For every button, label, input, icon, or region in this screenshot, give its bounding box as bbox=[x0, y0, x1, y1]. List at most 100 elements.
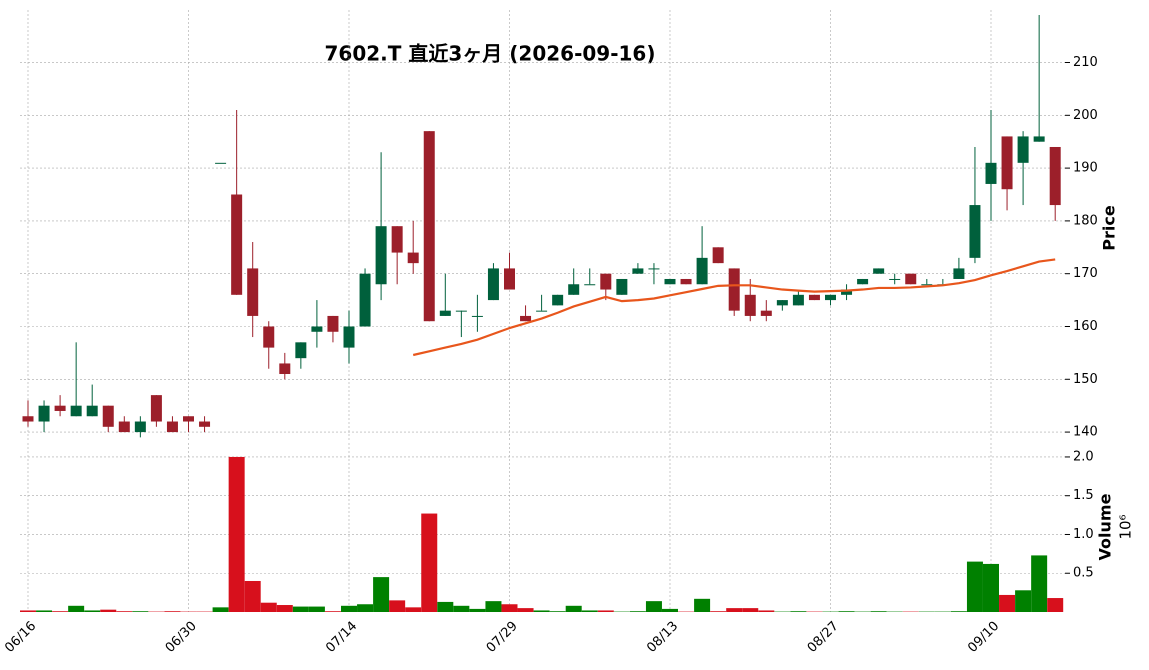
candle-body bbox=[439, 310, 451, 316]
candle-body bbox=[921, 284, 933, 286]
volume-bar bbox=[389, 600, 406, 612]
candle-body bbox=[70, 405, 82, 417]
candle-body bbox=[199, 421, 211, 427]
volume-bar bbox=[212, 607, 229, 612]
volume-bar bbox=[164, 611, 181, 612]
y-tick-label: 2.0 bbox=[1073, 449, 1094, 464]
candle-body bbox=[215, 162, 227, 164]
volume-bar bbox=[517, 608, 534, 612]
volume-bar bbox=[758, 610, 775, 612]
volume-bar bbox=[629, 611, 646, 612]
candle-body bbox=[712, 247, 724, 264]
volume-bar bbox=[1031, 555, 1048, 612]
volume-bar bbox=[710, 611, 727, 612]
candle-body bbox=[471, 315, 483, 317]
candle-body bbox=[728, 268, 740, 311]
volume-bar bbox=[838, 611, 855, 612]
candle-body bbox=[102, 405, 114, 427]
candle-body bbox=[231, 194, 243, 295]
volume-axis-label: Volume bbox=[1096, 493, 1115, 560]
volume-bar bbox=[533, 610, 550, 612]
candle-body bbox=[455, 310, 467, 312]
candle-body bbox=[311, 326, 323, 332]
x-tick-label: 06/30 bbox=[163, 619, 200, 656]
candle-body bbox=[664, 278, 676, 285]
volume-bar bbox=[726, 608, 743, 612]
volume-bar bbox=[870, 611, 887, 612]
y-tick-label: 190 bbox=[1073, 161, 1098, 176]
candle-body bbox=[150, 395, 162, 422]
candle-body bbox=[648, 268, 660, 270]
chart-title: 7602.T 直近3ヶ月 (2026-09-16) bbox=[325, 42, 656, 66]
volume-bar bbox=[84, 610, 101, 612]
candle-body bbox=[1049, 146, 1061, 206]
volume-bar bbox=[662, 608, 678, 612]
candle-body bbox=[247, 268, 259, 316]
candle-body bbox=[327, 315, 339, 332]
candle-body bbox=[423, 131, 435, 322]
volume-bar bbox=[501, 604, 518, 612]
volume-bar bbox=[20, 610, 36, 612]
candle-body bbox=[744, 294, 756, 316]
y-tick-label: 180 bbox=[1073, 213, 1098, 228]
volume-bar bbox=[485, 601, 502, 612]
x-tick-label: 06/16 bbox=[2, 619, 39, 656]
candle-body bbox=[985, 162, 997, 184]
moving-average-line bbox=[412, 258, 1056, 357]
candle-body bbox=[889, 278, 901, 280]
candle-body bbox=[183, 416, 194, 422]
volume-bar bbox=[100, 609, 117, 612]
volume-bar bbox=[999, 594, 1016, 612]
candle-body bbox=[134, 421, 146, 433]
volume-bar bbox=[983, 563, 999, 612]
x-tick-label: 07/29 bbox=[484, 619, 521, 656]
candle-body bbox=[536, 310, 548, 312]
x-tick-label: 09/10 bbox=[965, 619, 1002, 656]
candle-body bbox=[857, 278, 869, 285]
x-tick-label: 07/14 bbox=[323, 619, 360, 656]
volume-bar bbox=[453, 605, 470, 612]
volume-bar bbox=[132, 611, 149, 612]
volume-bar bbox=[373, 577, 390, 612]
candle-body bbox=[22, 416, 34, 422]
volume-bar bbox=[597, 610, 614, 612]
candle-body bbox=[263, 326, 275, 348]
y-tick-label: 210 bbox=[1073, 55, 1098, 70]
volume-bar bbox=[292, 606, 309, 612]
candle-body bbox=[841, 289, 853, 295]
volume-bar bbox=[790, 611, 807, 612]
candle-body bbox=[359, 273, 371, 327]
volume-bar bbox=[276, 605, 293, 612]
y-tick-label: 1.0 bbox=[1073, 527, 1094, 542]
y-tick-label: 0.5 bbox=[1073, 566, 1094, 581]
y-tick-label: 140 bbox=[1073, 425, 1098, 440]
volume-bar bbox=[308, 606, 325, 612]
volume-bar bbox=[341, 605, 357, 612]
candle-body bbox=[487, 268, 499, 301]
y-tick-label: 170 bbox=[1073, 266, 1098, 281]
candle-body bbox=[760, 310, 772, 316]
volume-bar bbox=[742, 608, 759, 612]
volume-bar bbox=[469, 608, 486, 612]
candle-body bbox=[680, 278, 692, 285]
candle-body bbox=[1033, 136, 1045, 142]
candle-body bbox=[54, 405, 66, 411]
volume-bar bbox=[549, 611, 566, 612]
candle-body bbox=[118, 421, 130, 433]
candle-body bbox=[776, 300, 788, 306]
volume-bar bbox=[260, 602, 277, 612]
candle-body bbox=[873, 268, 885, 274]
volume-bar bbox=[36, 610, 53, 612]
volume-bar bbox=[244, 580, 261, 612]
y-tick-label: 160 bbox=[1073, 319, 1098, 334]
candle-body bbox=[600, 273, 612, 290]
candle-body bbox=[568, 284, 580, 295]
candle-body bbox=[295, 342, 307, 359]
candle-body bbox=[520, 315, 532, 322]
volume-multiplier: 10⁶ bbox=[1117, 514, 1135, 539]
candle-body bbox=[825, 294, 836, 301]
candle-body bbox=[375, 226, 387, 285]
volume-bar bbox=[228, 456, 245, 612]
candle-body bbox=[504, 268, 515, 290]
